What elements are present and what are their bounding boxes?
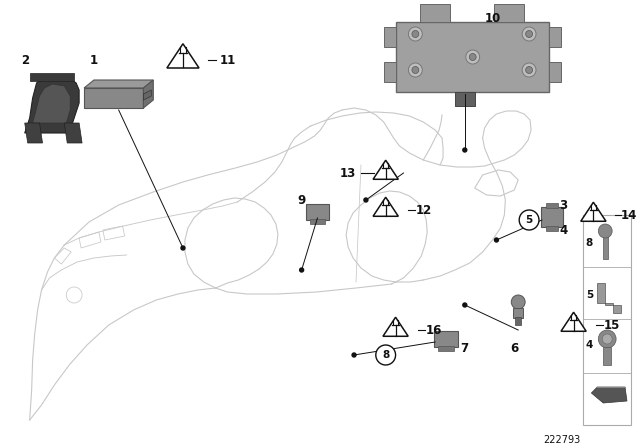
Polygon shape <box>25 123 42 143</box>
Text: 11: 11 <box>220 53 236 66</box>
Circle shape <box>463 303 467 307</box>
Polygon shape <box>549 27 561 47</box>
Circle shape <box>525 66 532 73</box>
Circle shape <box>376 345 396 365</box>
Polygon shape <box>597 283 621 313</box>
Text: 8: 8 <box>586 238 593 248</box>
Polygon shape <box>580 202 606 221</box>
Circle shape <box>181 246 185 250</box>
Polygon shape <box>143 90 151 100</box>
Polygon shape <box>143 80 154 108</box>
Circle shape <box>469 53 476 60</box>
Polygon shape <box>420 4 450 22</box>
Polygon shape <box>25 76 79 133</box>
Polygon shape <box>373 197 398 216</box>
Polygon shape <box>33 84 70 123</box>
Text: 12: 12 <box>415 203 431 216</box>
FancyBboxPatch shape <box>305 204 330 220</box>
FancyBboxPatch shape <box>434 331 458 347</box>
FancyBboxPatch shape <box>515 317 521 325</box>
Polygon shape <box>561 312 586 331</box>
Polygon shape <box>64 123 82 143</box>
Circle shape <box>525 30 532 38</box>
Circle shape <box>466 50 479 64</box>
Polygon shape <box>396 22 549 92</box>
Text: 6: 6 <box>510 341 518 354</box>
Circle shape <box>408 63 422 77</box>
Circle shape <box>352 353 356 357</box>
Text: 9: 9 <box>298 194 306 207</box>
Text: 15: 15 <box>604 319 620 332</box>
Polygon shape <box>384 62 396 82</box>
FancyBboxPatch shape <box>546 203 558 208</box>
Text: 222793: 222793 <box>543 435 580 445</box>
Circle shape <box>511 295 525 309</box>
Polygon shape <box>383 317 408 336</box>
Text: 2: 2 <box>20 53 29 66</box>
Polygon shape <box>167 44 199 68</box>
FancyBboxPatch shape <box>513 308 523 318</box>
Circle shape <box>463 148 467 152</box>
FancyBboxPatch shape <box>604 231 608 259</box>
Text: 13: 13 <box>340 167 356 180</box>
FancyBboxPatch shape <box>29 73 74 81</box>
FancyBboxPatch shape <box>310 219 325 224</box>
Circle shape <box>412 30 419 38</box>
Text: 10: 10 <box>484 12 500 25</box>
Circle shape <box>412 66 419 73</box>
FancyBboxPatch shape <box>438 346 454 351</box>
Text: 5: 5 <box>525 215 532 225</box>
Circle shape <box>598 330 616 348</box>
Circle shape <box>495 238 499 242</box>
Circle shape <box>522 63 536 77</box>
Text: 1: 1 <box>90 53 98 66</box>
Polygon shape <box>84 80 154 88</box>
Circle shape <box>364 198 368 202</box>
Polygon shape <box>384 27 396 47</box>
Polygon shape <box>495 4 524 22</box>
Circle shape <box>519 210 539 230</box>
Circle shape <box>598 224 612 238</box>
Polygon shape <box>591 387 627 403</box>
Circle shape <box>300 268 303 272</box>
Polygon shape <box>84 88 143 108</box>
Circle shape <box>602 334 612 344</box>
Circle shape <box>522 27 536 41</box>
FancyBboxPatch shape <box>584 215 631 425</box>
Polygon shape <box>373 160 398 179</box>
Text: 4: 4 <box>586 340 593 350</box>
Circle shape <box>408 27 422 41</box>
Text: 5: 5 <box>586 290 593 300</box>
Text: 14: 14 <box>621 208 637 221</box>
Text: 8: 8 <box>382 350 389 360</box>
FancyBboxPatch shape <box>541 207 563 227</box>
Polygon shape <box>549 62 561 82</box>
FancyBboxPatch shape <box>455 92 475 106</box>
FancyBboxPatch shape <box>546 226 558 231</box>
FancyBboxPatch shape <box>604 347 611 365</box>
Text: 3: 3 <box>559 198 568 211</box>
Text: 4: 4 <box>559 224 568 237</box>
Text: 16: 16 <box>425 323 442 336</box>
Text: 7: 7 <box>461 341 469 354</box>
